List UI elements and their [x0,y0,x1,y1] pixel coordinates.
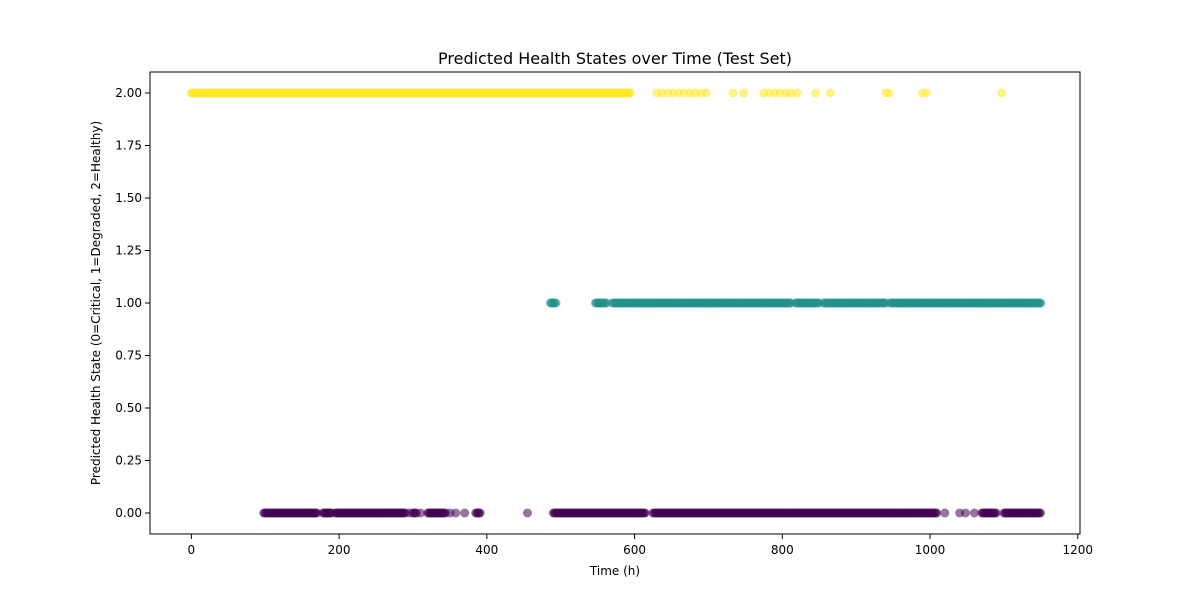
data-point [522,508,532,518]
x-tick-label: 600 [623,543,646,557]
y-tick-label: 1.75 [115,139,142,153]
x-tick-label: 200 [328,543,351,557]
data-point [728,88,738,98]
y-tick-label: 0.50 [115,401,142,415]
data-point [961,508,970,518]
points-layer [186,88,1046,518]
y-axis-label: Predicted Health State (0=Critical, 1=De… [89,121,103,485]
y-tick-label: 1.25 [115,244,142,258]
data-point [415,508,425,518]
data-point [475,508,485,518]
data-point [969,508,979,518]
x-tick-label: 800 [771,543,794,557]
y-tick-label: 2.00 [115,86,142,100]
data-point [825,88,835,98]
series-state-1 [545,298,1046,308]
data-point [701,88,711,98]
y-tick-label: 0.25 [115,454,142,468]
y-axis: 0.00 0.25 0.50 0.75 1.00 1.25 1.50 1.75 2.00 [115,86,150,520]
data-point [811,88,821,98]
data-point [551,298,561,308]
x-tick-label: 1000 [915,543,946,557]
data-point [625,88,635,98]
data-point [451,508,461,518]
x-tick-label: 0 [188,543,196,557]
series-state-0 [259,508,1045,518]
data-point [932,508,942,518]
data-point [640,508,650,518]
x-tick-label: 400 [475,543,498,557]
data-point [884,88,894,98]
data-point [739,88,749,98]
y-tick-label: 0.75 [115,349,142,363]
x-axis-label: Time (h) [589,564,640,578]
x-tick-label: 1200 [1063,543,1094,557]
data-point [940,508,950,518]
y-tick-label: 0.00 [115,506,142,520]
data-point [921,88,931,98]
chart-title: Predicted Health States over Time (Test … [438,49,792,68]
x-axis: 0 200 400 600 800 1000 1200 [188,534,1094,557]
data-point [1036,298,1046,308]
data-point [792,88,802,98]
data-point [404,508,414,518]
series-state-2 [186,88,1007,98]
y-tick-label: 1.50 [115,191,142,205]
data-point [1035,508,1045,518]
data-point [460,508,470,518]
y-tick-label: 1.00 [115,296,142,310]
data-point [997,88,1007,98]
data-point [991,508,1001,518]
